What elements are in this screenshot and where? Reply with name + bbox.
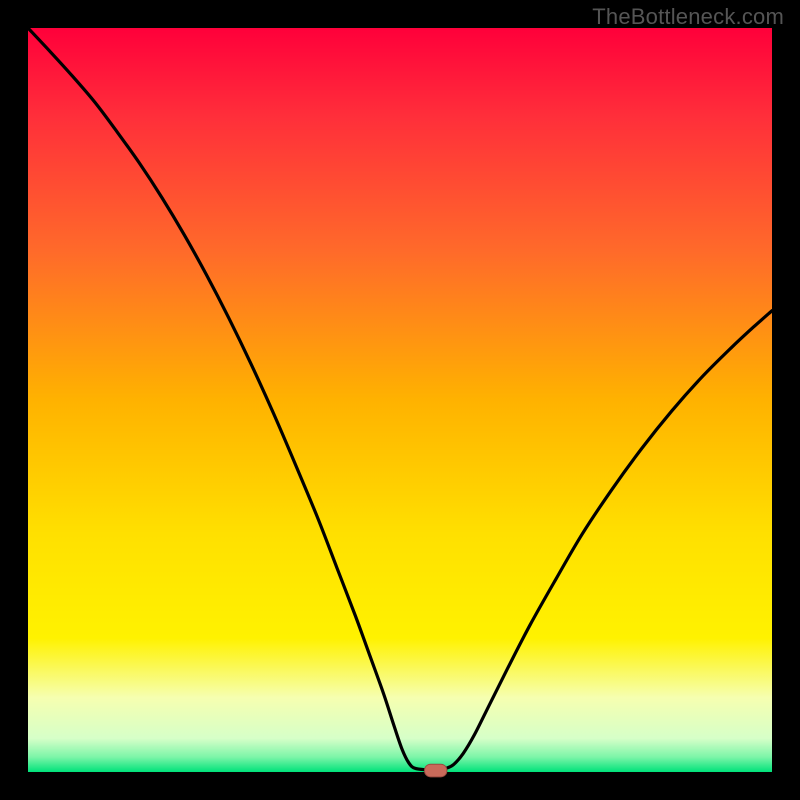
bottleneck-chart: TheBottleneck.com bbox=[0, 0, 800, 800]
chart-background bbox=[28, 28, 772, 772]
optimal-point-marker bbox=[425, 764, 447, 777]
chart-svg bbox=[0, 0, 800, 800]
